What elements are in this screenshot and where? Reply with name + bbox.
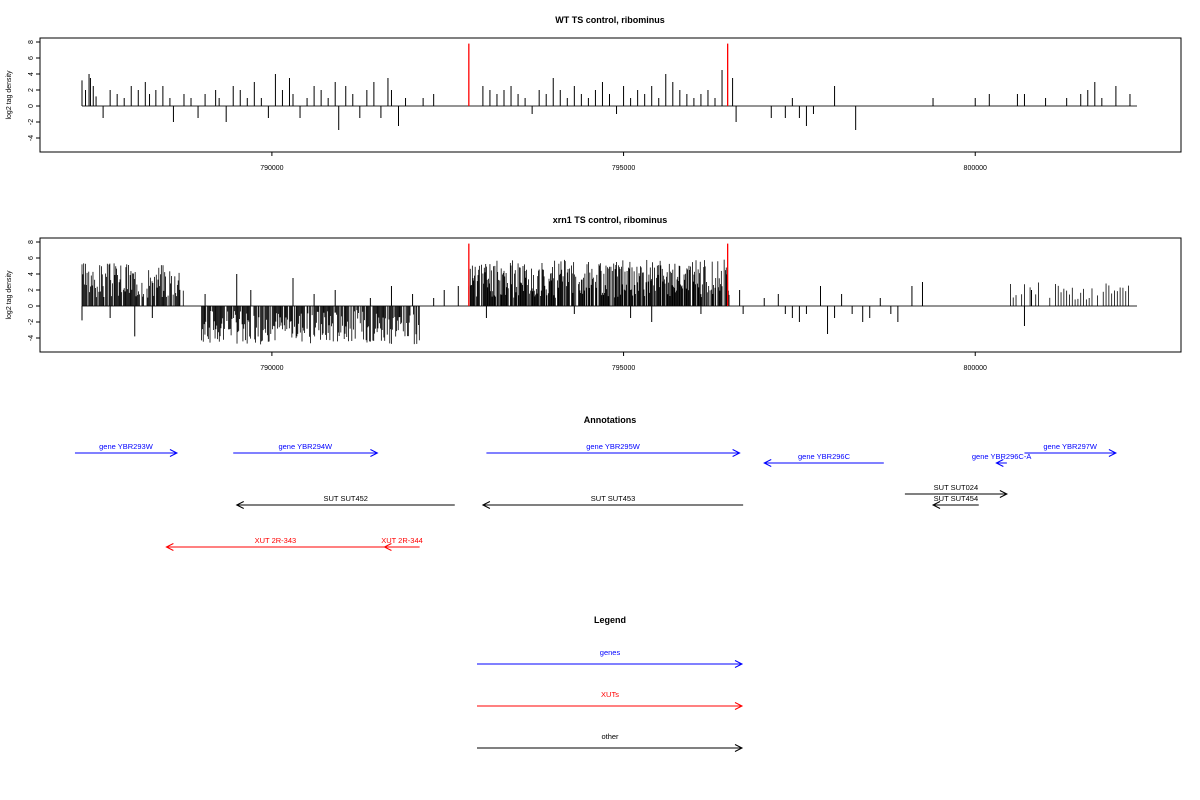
xrn1-coverage-marks xyxy=(81,243,1137,345)
wt-x-axis: 790000 795000 800000 xyxy=(260,152,987,172)
y-tick-label: 0 xyxy=(28,304,35,308)
legend-entry-other: other xyxy=(477,732,744,752)
y-tick-label: -2 xyxy=(28,319,35,325)
x-tick-label: 795000 xyxy=(612,365,635,372)
xrn1-dense-region xyxy=(1010,282,1129,306)
annotation-feature: XUT 2R-343 xyxy=(165,536,385,551)
feature-label: gene YBR296C xyxy=(798,452,851,461)
xrn1-y-axis-label: log2 tag density xyxy=(6,270,13,320)
feature-label: gene YBR293W xyxy=(99,442,154,451)
xrn1-y-axis: 8 6 4 2 0 -2 -4 xyxy=(28,240,40,341)
feature-arrowhead xyxy=(235,501,244,509)
annotation-feature: SUT SUT452 xyxy=(235,494,455,509)
annotation-feature: gene YBR294W xyxy=(233,442,379,457)
legend-entries: genes XUTs other xyxy=(477,648,744,752)
wt-coverage-panel: WT TS control, ribominus log2 tag densit… xyxy=(6,15,1182,172)
y-tick-label: 4 xyxy=(28,272,35,276)
annotation-feature: gene YBR293W xyxy=(74,442,179,457)
wt-y-axis: 8 6 4 2 0 -2 -4 xyxy=(28,40,40,141)
annotation-feature: gene YBR297W xyxy=(1024,442,1118,457)
x-tick-label: 800000 xyxy=(964,365,987,372)
legend-arrowhead xyxy=(734,744,744,752)
feature-label: SUT SUT024 xyxy=(934,483,978,492)
y-tick-label: 0 xyxy=(28,104,35,108)
annotation-features: gene YBR293W gene YBR294W gene YBR295W gene… xyxy=(74,442,1118,551)
y-tick-label: 8 xyxy=(28,40,35,44)
legend-label: other xyxy=(601,732,619,741)
legend-arrowhead xyxy=(734,702,744,710)
feature-label: SUT SUT454 xyxy=(934,494,978,503)
feature-label: XUT 2R-344 xyxy=(381,536,423,545)
y-tick-label: 2 xyxy=(28,88,35,92)
xrn1-plot-frame xyxy=(39,237,1182,353)
xrn1-dense-region xyxy=(201,306,420,345)
annotation-feature: SUT SUT024 xyxy=(904,483,1008,498)
annotation-feature: XUT 2R-344 xyxy=(381,536,423,551)
wt-panel-title: WT TS control, ribominus xyxy=(555,15,665,25)
legend-panel: Legend genes XUTs other xyxy=(477,615,744,752)
x-tick-label: 790000 xyxy=(260,365,283,372)
feature-arrowhead xyxy=(370,449,379,457)
feature-arrowhead xyxy=(169,449,179,457)
feature-label: XUT 2R-343 xyxy=(255,536,297,545)
y-tick-label: 6 xyxy=(28,256,35,260)
xrn1-dense-region xyxy=(81,263,184,306)
wt-coverage-marks xyxy=(81,43,1137,130)
xrn1-panel-title: xrn1 TS control, ribominus xyxy=(553,215,668,225)
annotations-title: Annotations xyxy=(584,415,637,425)
feature-label: gene YBR296C-A xyxy=(972,452,1031,461)
wt-y-axis-label: log2 tag density xyxy=(6,70,13,120)
legend-arrowhead xyxy=(734,660,744,668)
feature-label: gene YBR294W xyxy=(278,442,333,451)
annotation-feature: gene YBR295W xyxy=(486,442,741,457)
feature-label: gene YBR295W xyxy=(586,442,641,451)
annotation-feature: SUT SUT453 xyxy=(481,494,744,509)
y-tick-label: -4 xyxy=(28,135,35,141)
feature-arrowhead xyxy=(931,501,941,509)
legend-label: XUTs xyxy=(601,690,619,699)
y-tick-label: -2 xyxy=(28,119,35,125)
xrn1-dense-region xyxy=(468,259,730,306)
y-tick-label: 6 xyxy=(28,56,35,60)
feature-label: SUT SUT452 xyxy=(324,494,368,503)
feature-label: gene YBR297W xyxy=(1043,442,1098,451)
annotation-feature: gene YBR296C-A xyxy=(972,452,1031,467)
feature-arrowhead xyxy=(481,501,491,509)
feature-arrowhead xyxy=(999,490,1008,498)
feature-arrowhead xyxy=(383,543,392,551)
annotation-feature: SUT SUT454 xyxy=(931,494,979,509)
wt-plot-frame xyxy=(39,37,1182,153)
x-tick-label: 790000 xyxy=(260,165,283,172)
y-tick-label: 4 xyxy=(28,72,35,76)
y-tick-label: -4 xyxy=(28,335,35,341)
annotations-panel: Annotations gene YBR293W gene YBR294W gene… xyxy=(74,415,1118,551)
legend-entry-xuts: XUTs xyxy=(477,690,744,710)
feature-arrowhead xyxy=(165,543,174,551)
annotation-feature: gene YBR296C xyxy=(763,452,884,467)
xrn1-coverage-panel: xrn1 TS control, ribominus log2 tag dens… xyxy=(6,215,1182,372)
feature-arrowhead xyxy=(763,459,772,467)
y-tick-label: 2 xyxy=(28,288,35,292)
y-tick-label: 8 xyxy=(28,240,35,244)
x-tick-label: 795000 xyxy=(612,165,635,172)
legend-title: Legend xyxy=(594,615,626,625)
feature-label: SUT SUT453 xyxy=(591,494,635,503)
legend-entry-genes: genes xyxy=(477,648,744,668)
xrn1-x-axis: 790000 795000 800000 xyxy=(260,352,987,372)
legend-label: genes xyxy=(600,648,621,657)
feature-arrowhead xyxy=(1108,449,1118,457)
feature-arrowhead xyxy=(995,459,1004,467)
x-tick-label: 800000 xyxy=(964,165,987,172)
feature-arrowhead xyxy=(732,449,741,457)
